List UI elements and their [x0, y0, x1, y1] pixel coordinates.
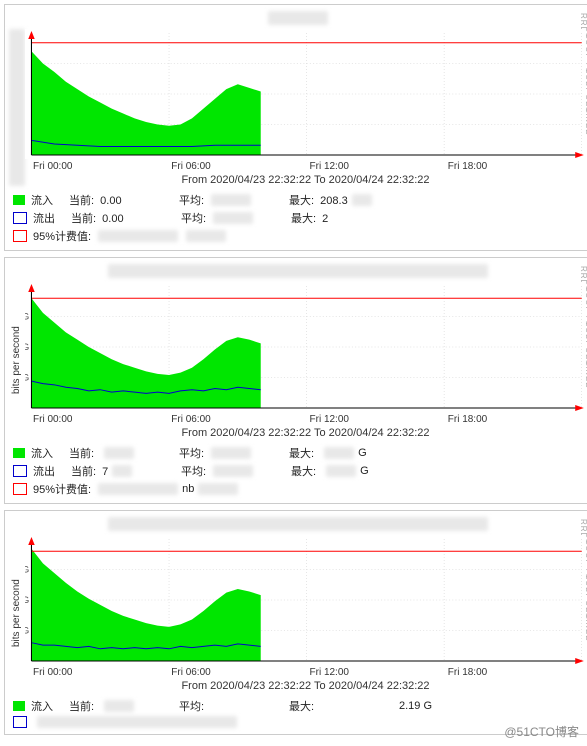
chart-plot	[25, 29, 586, 159]
x-axis-ticks: Fri 00:00Fri 06:00Fri 12:00Fri 18:00	[25, 161, 586, 172]
legend-row-out: 流出当前: 7平均: 最大: G	[13, 463, 586, 479]
svg-text:G: G	[25, 595, 29, 605]
time-range-label: From 2020/04/23 22:32:22 To 2020/04/24 2…	[25, 680, 586, 692]
panel-title-blurred	[268, 11, 328, 25]
legend: 流入当前: 0.00平均: 最大: 208.3 流出当前: 0.00平均: 最大:…	[9, 192, 586, 244]
x-axis-ticks: Fri 00:00Fri 06:00Fri 12:00Fri 18:00	[25, 667, 586, 678]
time-range-label: From 2020/04/23 22:32:22 To 2020/04/24 2…	[25, 427, 586, 439]
legend: 流入当前: 平均: 最大: G 流出当前: 7平均: 最大: G 95%计费值: n…	[9, 445, 586, 497]
y-axis-label: bits per second	[9, 535, 25, 692]
y-axis-label: bits per second	[9, 282, 25, 439]
y-axis-label-blurred	[9, 29, 25, 186]
legend-row-in: 流入当前: 0.00平均: 最大: 208.3	[13, 192, 586, 208]
legend-row-p95: 95%计费值:	[13, 228, 586, 244]
x-axis-ticks: Fri 00:00Fri 06:00Fri 12:00Fri 18:00	[25, 414, 586, 425]
svg-text:G: G	[25, 626, 29, 636]
panel-title-blurred	[108, 264, 488, 278]
legend-row-out	[13, 716, 586, 728]
time-range-label: From 2020/04/23 22:32:22 To 2020/04/24 2…	[25, 174, 586, 186]
legend: 流入当前: 平均: 最大: 2.19 G	[9, 698, 586, 728]
svg-text:G: G	[25, 312, 29, 322]
watermark-text: @51CTO博客	[504, 723, 579, 740]
panel-title-blurred	[108, 517, 488, 531]
svg-text:G: G	[25, 342, 29, 352]
chart-plot: G G G	[25, 535, 586, 665]
chart-panel-3: RRDTOOL / TOBI OETIKERbits per secondGGG…	[4, 510, 587, 735]
legend-row-in: 流入当前: 平均: 最大: G	[13, 445, 586, 461]
legend-row-out: 流出当前: 0.00平均: 最大: 2	[13, 210, 586, 226]
svg-text:G: G	[25, 373, 29, 383]
legend-row-p95: 95%计费值: nb	[13, 481, 586, 497]
chart-plot: G G G	[25, 282, 586, 412]
chart-panel-1: RRDTOOL / TOBI OETIKERFri 00:00Fri 06:00…	[4, 4, 587, 251]
legend-row-in: 流入当前: 平均: 最大: 2.19 G	[13, 698, 586, 714]
chart-panel-2: RRDTOOL / TOBI OETIKERbits per secondGGG…	[4, 257, 587, 504]
svg-text:G: G	[25, 565, 29, 575]
